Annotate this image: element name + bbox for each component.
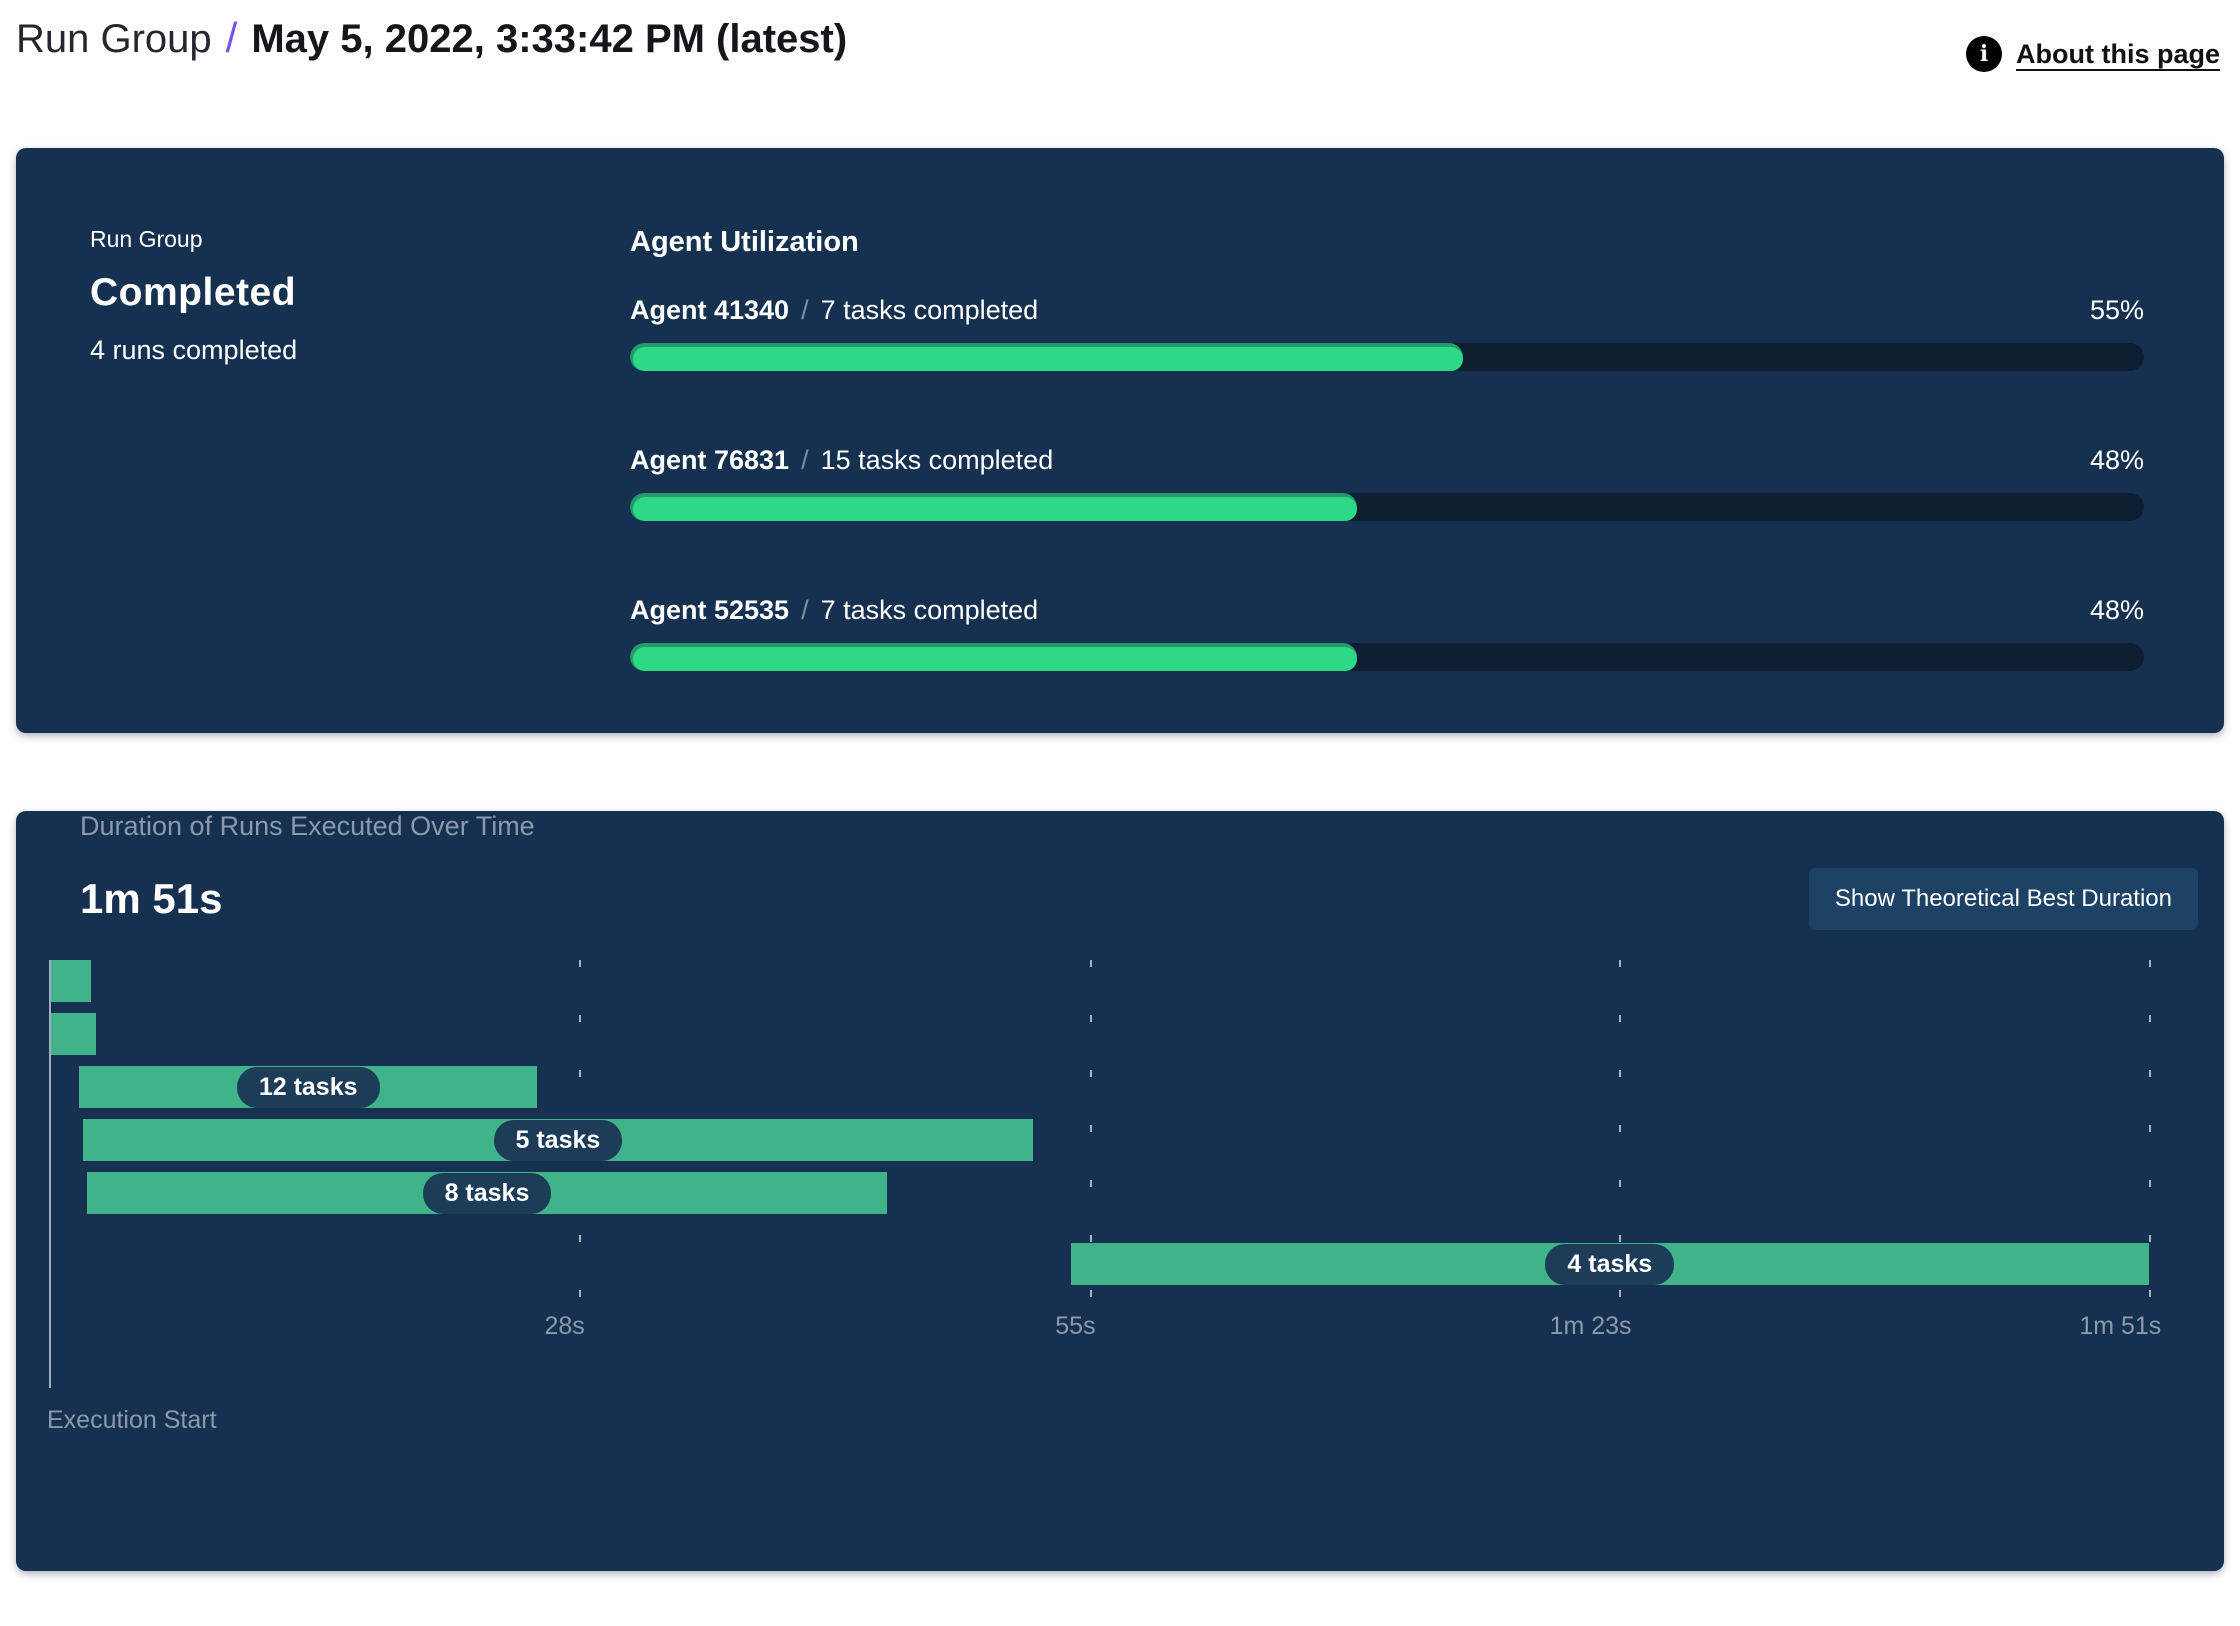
gridline: [1619, 960, 1622, 1300]
status-badge: Completed: [90, 271, 297, 314]
agent-utilization-bar-track: [630, 343, 2144, 371]
agent-label-separator: /: [801, 595, 809, 625]
agent-utilization-panel: Agent Utilization Agent 41340 / 7 tasks co…: [630, 226, 2144, 673]
agent-utilization-bar-track: [630, 643, 2144, 671]
run-task-count-pill: 5 tasks: [493, 1119, 623, 1161]
gridline: [2149, 960, 2151, 1300]
run-task-count-pill: 4 tasks: [1545, 1243, 1675, 1285]
about-this-page[interactable]: i About this page: [1966, 36, 2220, 72]
agent-utilization-label-line: Agent 76831 / 15 tasks completed 48%: [630, 445, 2144, 477]
agent-utilization-bar-fill: [630, 343, 1463, 371]
agent-utilization-percent: 48%: [2089, 445, 2144, 475]
axis-tick-label: 1m 23s: [1549, 1312, 1632, 1340]
duration-gantt-chart: Execution Start 28s 55s 1m 23s 1m 51s 12 tas…: [47, 960, 2161, 1465]
agent-utilization-percent: 55%: [2089, 295, 2144, 325]
agent-label-separator: /: [801, 295, 809, 325]
show-theoretical-best-duration-button[interactable]: Show Theoretical Best Duration: [1808, 868, 2198, 930]
execution-start-axis-line: [49, 960, 51, 1388]
agent-tasks-completed: 7 tasks completed: [820, 295, 1039, 325]
agent-utilization-title: Agent Utilization: [630, 226, 859, 258]
agent-name: Agent 41340: [630, 295, 790, 325]
page-header: Run Group / May 5, 2022, 3:33:42 PM (lat…: [0, 0, 2240, 86]
agent-name: Agent 76831: [630, 445, 790, 475]
breadcrumb-separator: /: [225, 14, 238, 61]
duration-header-row: 1m 51s Show Theoretical Best Duration: [80, 868, 2198, 930]
agent-utilization-label-line: Agent 41340 / 7 tasks completed 55%: [630, 295, 2144, 327]
page-title: May 5, 2022, 3:33:42 PM (latest): [251, 17, 848, 61]
agent-utilization-row: Agent 41340 / 7 tasks completed 55%: [630, 295, 2144, 371]
total-duration-value: 1m 51s: [80, 875, 223, 922]
agent-label-separator: /: [801, 445, 809, 475]
run-bar[interactable]: [50, 1013, 97, 1055]
about-this-page-link[interactable]: About this page: [2016, 38, 2220, 69]
breadcrumb: Run Group / May 5, 2022, 3:33:42 PM (lat…: [16, 14, 847, 62]
run-bar[interactable]: 8 tasks: [86, 1172, 888, 1214]
duration-card: Duration of Runs Executed Over Time 1m 5…: [16, 811, 2224, 1571]
info-icon: i: [1966, 36, 2002, 72]
agent-utilization-row: Agent 76831 / 15 tasks completed 48%: [630, 445, 2144, 521]
run-bar[interactable]: [50, 960, 91, 1002]
run-bar[interactable]: 5 tasks: [83, 1119, 1033, 1161]
agent-utilization-bar-track: [630, 493, 2144, 521]
agent-tasks-completed: 15 tasks completed: [820, 445, 1054, 475]
axis-tick-label: 55s: [1055, 1312, 1096, 1340]
agent-utilization-bar-fill: [630, 643, 1357, 671]
run-group-label: Run Group: [90, 226, 203, 252]
run-task-count-pill: 8 tasks: [422, 1172, 552, 1214]
run-bar[interactable]: 12 tasks: [79, 1066, 538, 1108]
agent-tasks-completed: 7 tasks completed: [820, 595, 1039, 625]
gridline: [1089, 960, 1092, 1300]
axis-tick-label: 1m 51s: [2079, 1312, 2162, 1340]
execution-start-label: Execution Start: [47, 1406, 217, 1434]
agent-utilization-label-line: Agent 52535 / 7 tasks completed 48%: [630, 595, 2144, 627]
run-group-status-panel: Run Group Completed 4 runs completed: [90, 226, 630, 673]
agent-utilization-bar-fill: [630, 493, 1357, 521]
agent-utilization-rows: Agent 41340 / 7 tasks completed 55% Agent 76…: [630, 295, 2144, 671]
run-group-summary-card: Run Group Completed 4 runs completed Age…: [16, 148, 2224, 733]
agent-utilization-row: Agent 52535 / 7 tasks completed 48%: [630, 595, 2144, 671]
breadcrumb-run-group-link[interactable]: Run Group: [16, 17, 212, 61]
duration-chart-title: Duration of Runs Executed Over Time: [80, 811, 535, 841]
runs-completed-count: 4 runs completed: [90, 335, 298, 365]
axis-tick-label: 28s: [544, 1312, 585, 1340]
run-task-count-pill: 12 tasks: [236, 1066, 380, 1108]
agent-utilization-percent: 48%: [2089, 595, 2144, 625]
run-bar[interactable]: 4 tasks: [1070, 1243, 2149, 1285]
agent-name: Agent 52535: [630, 595, 790, 625]
